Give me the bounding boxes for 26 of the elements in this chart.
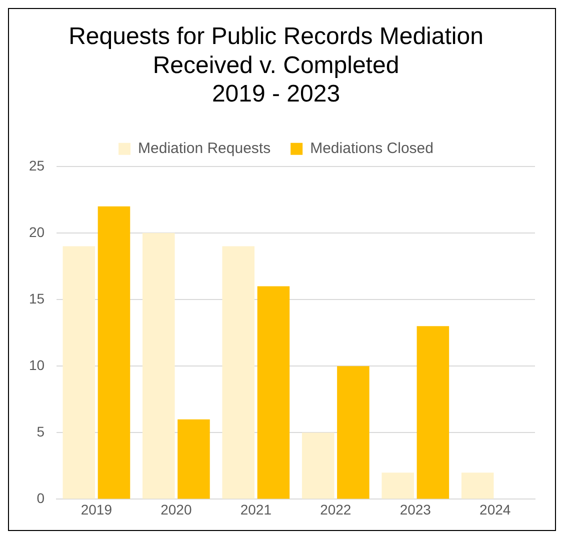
- y-tick-label: 10: [28, 356, 45, 373]
- bar: [416, 326, 450, 499]
- chart-title: Requests for Public Records Mediation Received v. Completed 2019 - 2023: [68, 23, 484, 108]
- y-tick-label: 25: [28, 157, 45, 174]
- bar: [142, 232, 175, 499]
- bar: [461, 472, 494, 499]
- legend-label: Mediations Closed: [310, 140, 434, 158]
- y-tick-label: 0: [36, 490, 45, 506]
- y-tick-label: 5: [36, 424, 45, 440]
- x-tick-label: 2020: [160, 501, 192, 518]
- bar: [62, 246, 96, 499]
- legend-label: Mediation Requests: [138, 140, 271, 158]
- bar: [302, 432, 334, 499]
- x-tick-label: 2022: [320, 501, 352, 518]
- bar: [337, 366, 370, 499]
- y-tick-label: 20: [28, 224, 45, 240]
- bar: [257, 286, 290, 499]
- bar: [178, 419, 210, 499]
- x-tick-label: 2024: [480, 501, 511, 518]
- bar: [382, 472, 414, 499]
- bar: [98, 206, 130, 499]
- x-tick-label: 2019: [80, 501, 112, 518]
- y-tick-label: 15: [28, 290, 45, 306]
- bar: [222, 246, 255, 499]
- x-tick-label: 2021: [240, 501, 272, 518]
- x-tick-label: 2023: [400, 501, 432, 518]
